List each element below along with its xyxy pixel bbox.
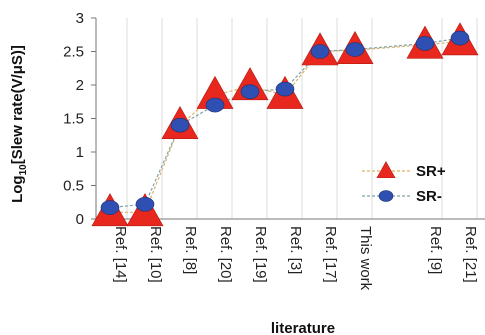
y-tick-label: 2.5 xyxy=(63,44,84,61)
x-tick-labels: Ref. [14] Ref. [10] Ref. [8] Ref. [20] Ref. … xyxy=(112,226,479,291)
x-tick-label: Ref. [17] xyxy=(322,226,339,283)
y-tick-label: 3 xyxy=(76,10,84,27)
x-tick-label: Ref. [14] xyxy=(112,226,129,283)
y-tick-label: 0 xyxy=(76,211,84,228)
series-lines xyxy=(109,37,461,213)
legend: SR+ SR- xyxy=(362,161,446,205)
legend-label: SR- xyxy=(416,188,442,205)
x-axis-title: literature xyxy=(271,320,335,335)
grid-lines xyxy=(126,18,478,219)
legend-label: SR+ xyxy=(416,163,446,180)
y-axis-title-rest: [Slew rate(V/μS)] xyxy=(9,45,26,164)
x-tick-label: Ref. [10] xyxy=(147,226,164,283)
series-line xyxy=(110,40,461,213)
y-axis-title-subscript: 10 xyxy=(18,164,29,176)
data-point-circle xyxy=(275,81,295,97)
y-tick-label: 1 xyxy=(76,144,84,161)
data-point-circle xyxy=(170,117,190,133)
x-tick-label: Ref. [8] xyxy=(182,226,199,274)
x-tick-label: Ref. [19] xyxy=(252,226,269,283)
data-point-circle xyxy=(100,200,120,215)
data-point-circle xyxy=(135,196,155,212)
data-point-circle xyxy=(415,36,435,51)
y-tick-label: 1.5 xyxy=(63,111,84,128)
data-point-circle xyxy=(345,42,365,57)
x-tick-label: Ref. [20] xyxy=(217,226,234,283)
series-line xyxy=(109,37,461,209)
y-ticks: 0 0.5 1 1.5 2 2.5 3 xyxy=(63,10,96,228)
x-tick-label: Ref. [21] xyxy=(462,226,479,283)
y-tick-label: 0.5 xyxy=(63,178,84,195)
data-point-circle xyxy=(240,84,260,99)
data-point-triangle xyxy=(376,161,396,179)
y-tick-label: 2 xyxy=(76,77,84,94)
y-axis-title: Log10[Slew rate(V/μS)] xyxy=(9,45,29,203)
data-point-circle xyxy=(450,30,470,46)
x-tick-label: Ref. [9] xyxy=(427,226,444,274)
x-tick-label: This work xyxy=(357,226,374,291)
legend-marker xyxy=(378,190,394,202)
data-point-circle xyxy=(310,44,330,59)
x-tick-label: Ref. [3] xyxy=(287,226,304,274)
y-axis-title-prefix: Log xyxy=(9,175,26,203)
data-point-circle xyxy=(205,97,225,113)
series-markers xyxy=(91,22,479,227)
